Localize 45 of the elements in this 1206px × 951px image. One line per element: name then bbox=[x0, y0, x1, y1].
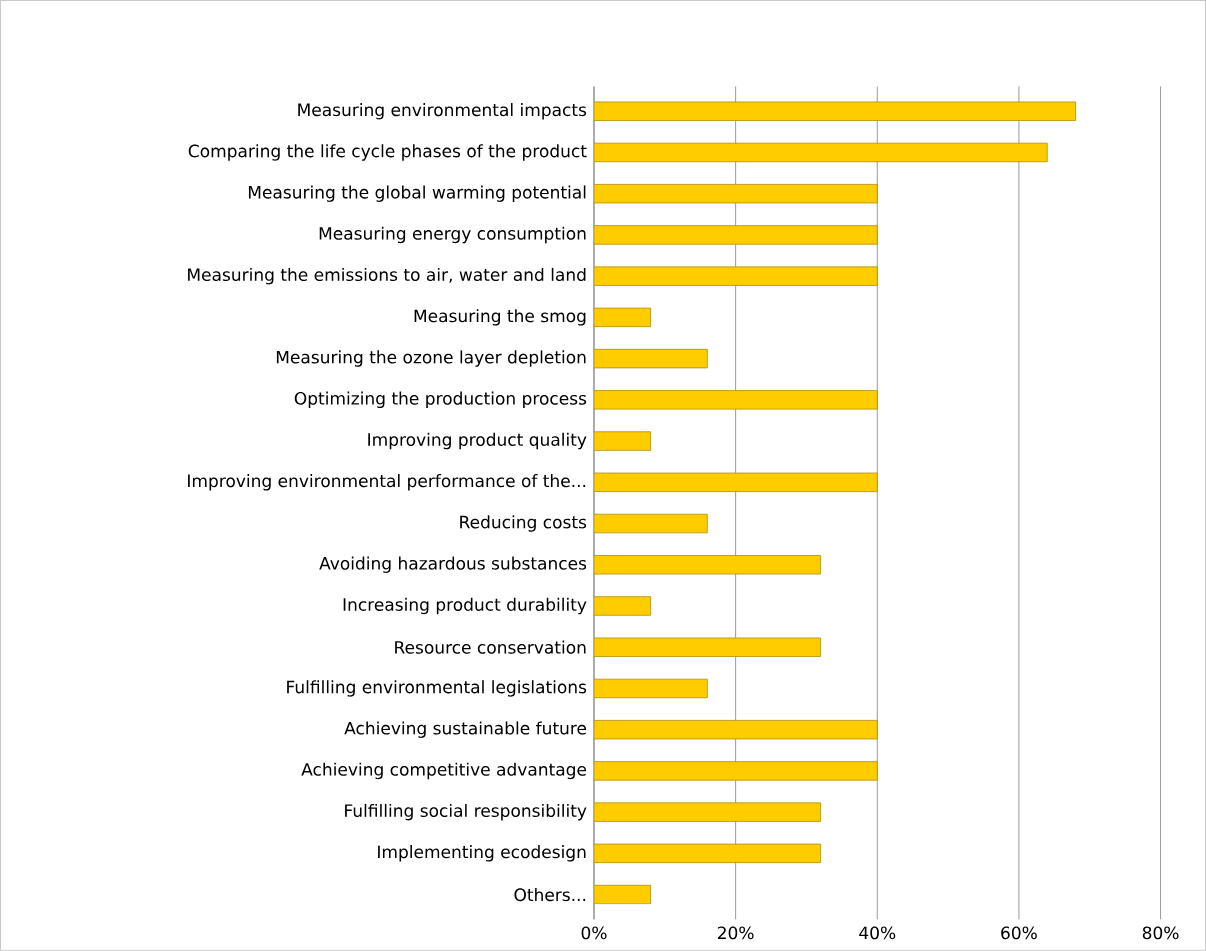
bar bbox=[593, 720, 878, 740]
y-tick-label: Others... bbox=[514, 888, 586, 902]
x-tick-label: 20% bbox=[717, 926, 754, 940]
x-tick-label: 80% bbox=[1142, 926, 1179, 940]
y-tick-label: Fulfilling environmental legislations bbox=[287, 680, 587, 697]
bar bbox=[593, 678, 708, 699]
y-tick-label: Measuring energy consumption bbox=[319, 226, 586, 244]
x-tick-label: 0% bbox=[581, 926, 607, 940]
y-tick-label: Optimizing the production process bbox=[294, 391, 587, 409]
y-tick-label: Measuring environmental impacts bbox=[298, 103, 587, 120]
bar bbox=[593, 431, 652, 451]
y-tick-label: Comparing the life cycle phases of the product bbox=[188, 144, 587, 161]
y-tick-label: Implementing ecodesign bbox=[378, 845, 586, 862]
y-tick-label: Achieving sustainable future bbox=[344, 721, 587, 739]
y-tick-label: Improving environmental performance of the... bbox=[188, 474, 586, 491]
y-tick-label: Increasing product durability bbox=[343, 597, 587, 615]
y-tick-label: Measuring the ozone layer depletion bbox=[276, 350, 586, 367]
bar bbox=[593, 637, 822, 658]
y-tick-label: Resource conservation bbox=[395, 640, 586, 654]
bar bbox=[593, 472, 878, 493]
bar bbox=[593, 555, 822, 575]
y-tick-label: Measuring the emissions to air, water and land bbox=[188, 268, 586, 285]
y-tick-label: Improving product quality bbox=[368, 432, 587, 450]
bar bbox=[593, 843, 822, 864]
bar bbox=[593, 184, 878, 204]
y-tick-label: Measuring the smog bbox=[414, 309, 586, 326]
bar bbox=[593, 225, 878, 245]
y-tick-label: Achieving competitive advantage bbox=[301, 762, 587, 780]
bar bbox=[593, 802, 822, 822]
bar bbox=[593, 142, 1048, 163]
bar bbox=[593, 885, 652, 905]
bar bbox=[593, 390, 878, 410]
y-tick-label: Fulfilling social responsibility bbox=[345, 804, 587, 821]
bar bbox=[593, 596, 652, 616]
y-tick-label: Avoiding hazardous substances bbox=[319, 556, 587, 574]
bar bbox=[593, 101, 1076, 122]
y-tick-label: Measuring the global warming potential bbox=[248, 185, 586, 203]
x-tick-label: 40% bbox=[859, 926, 896, 940]
y-tick-label: Reducing costs bbox=[460, 515, 587, 532]
bar bbox=[593, 266, 878, 286]
bar bbox=[593, 513, 708, 534]
x-tick-label: 60% bbox=[1001, 926, 1037, 940]
bar bbox=[593, 349, 708, 369]
bar bbox=[593, 307, 652, 328]
bar bbox=[593, 761, 878, 781]
